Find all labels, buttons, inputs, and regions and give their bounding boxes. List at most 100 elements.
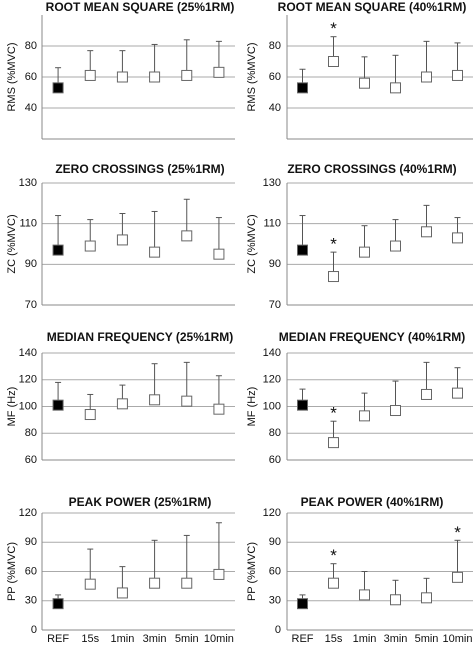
marker <box>297 244 308 256</box>
marker <box>421 592 432 604</box>
y-tick-label: 100 <box>263 400 281 412</box>
panel-title: ZERO CROSSINGS (25%1RM) <box>55 162 224 176</box>
y-tick-label: 120 <box>19 374 37 386</box>
marker <box>297 82 308 94</box>
marker <box>52 399 64 411</box>
y-tick-label: 60 <box>25 565 37 577</box>
marker <box>116 71 128 83</box>
panel-title: MEDIAN FREQUENCY (40%1RM) <box>279 330 465 344</box>
marker <box>297 598 308 610</box>
marker <box>84 578 96 590</box>
y-tick-label: 0 <box>275 624 281 636</box>
marker <box>52 244 64 256</box>
y-tick-label: 30 <box>25 595 37 607</box>
marker <box>297 399 308 411</box>
x-tick-label: 1min <box>110 633 134 645</box>
marker <box>213 568 225 580</box>
marker <box>452 571 463 583</box>
panel-title: PEAK POWER (40%1RM) <box>301 495 444 509</box>
marker <box>149 394 161 406</box>
y-tick-label: 40 <box>25 102 37 114</box>
marker <box>84 69 96 81</box>
y-tick-label: 90 <box>25 536 37 548</box>
x-tick-label: 15s <box>81 633 99 645</box>
marker <box>52 82 64 94</box>
y-tick-label: 80 <box>25 427 37 439</box>
y-axis-label: MF (Hz) <box>246 387 258 427</box>
marker <box>390 240 401 252</box>
y-axis-label: PP (%MVC) <box>246 542 258 601</box>
y-tick-label: 130 <box>263 177 281 189</box>
marker <box>181 230 193 242</box>
y-tick-label: 90 <box>25 258 37 270</box>
marker <box>421 388 432 400</box>
marker <box>116 398 128 410</box>
marker <box>390 82 401 94</box>
y-tick-label: 0 <box>31 624 37 636</box>
marker <box>359 410 370 422</box>
x-tick-label: REF <box>292 633 314 645</box>
marker <box>328 577 339 589</box>
y-axis-label: RMS (%MVC) <box>6 42 18 111</box>
y-tick-label: 130 <box>19 177 37 189</box>
marker <box>452 232 463 244</box>
marker <box>421 71 432 83</box>
y-tick-label: 60 <box>269 454 281 466</box>
y-tick-label: 110 <box>19 218 37 230</box>
marker <box>359 246 370 258</box>
y-tick-label: 140 <box>19 347 37 359</box>
marker <box>213 403 225 415</box>
y-tick-label: 60 <box>269 565 281 577</box>
panel-title: PEAK POWER (25%1RM) <box>69 495 212 509</box>
marker <box>52 598 64 610</box>
significance-mark: * <box>454 523 461 542</box>
y-tick-label: 100 <box>19 400 37 412</box>
panel-title: ROOT MEAN SQUARE (25%1RM) <box>46 0 235 14</box>
marker <box>328 437 339 449</box>
y-tick-label: 120 <box>263 374 281 386</box>
marker <box>116 587 128 599</box>
significance-mark: * <box>330 404 337 423</box>
marker <box>213 66 225 78</box>
x-tick-label: 3min <box>384 633 408 645</box>
marker <box>328 56 339 67</box>
y-axis-label: PP (%MVC) <box>6 542 18 601</box>
marker <box>84 240 96 252</box>
marker <box>359 77 370 89</box>
y-tick-label: 80 <box>269 40 281 52</box>
y-tick-label: 30 <box>269 595 281 607</box>
y-tick-label: 80 <box>25 40 37 52</box>
x-tick-label: 5min <box>415 633 439 645</box>
marker <box>149 246 161 258</box>
x-tick-label: 5min <box>175 633 199 645</box>
y-tick-label: 140 <box>263 347 281 359</box>
y-tick-label: 80 <box>269 427 281 439</box>
significance-mark: * <box>330 546 337 565</box>
marker <box>390 405 401 417</box>
significance-mark: * <box>330 19 337 38</box>
marker <box>421 226 432 238</box>
y-tick-label: 120 <box>19 507 37 519</box>
x-tick-label: 10min <box>443 633 473 645</box>
y-tick-label: 110 <box>263 218 281 230</box>
marker <box>452 387 463 399</box>
y-tick-label: 60 <box>269 71 281 83</box>
marker <box>149 71 161 83</box>
x-tick-label: 15s <box>325 633 343 645</box>
panel-title: ZERO CROSSINGS (40%1RM) <box>287 162 456 176</box>
x-tick-label: 3min <box>143 633 167 645</box>
significance-mark: * <box>330 235 337 254</box>
marker <box>213 248 225 260</box>
marker <box>149 577 161 589</box>
marker <box>84 409 96 421</box>
y-tick-label: 70 <box>269 299 281 311</box>
marker <box>328 271 339 283</box>
y-tick-label: 70 <box>25 299 37 311</box>
y-axis-label: ZC (%MVC) <box>6 214 18 273</box>
y-axis-label: RMS (%MVC) <box>246 42 258 111</box>
marker <box>359 589 370 601</box>
marker <box>390 594 401 606</box>
marker <box>116 234 128 246</box>
x-tick-label: REF <box>47 633 69 645</box>
